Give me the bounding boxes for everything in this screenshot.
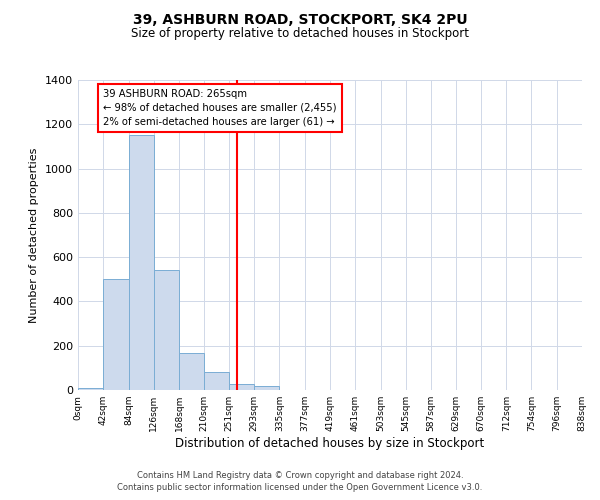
- Text: 39, ASHBURN ROAD, STOCKPORT, SK4 2PU: 39, ASHBURN ROAD, STOCKPORT, SK4 2PU: [133, 12, 467, 26]
- Bar: [154, 270, 179, 390]
- Text: 39 ASHBURN ROAD: 265sqm
← 98% of detached houses are smaller (2,455)
2% of semi-: 39 ASHBURN ROAD: 265sqm ← 98% of detache…: [103, 89, 337, 127]
- Bar: [78, 388, 103, 390]
- Y-axis label: Number of detached properties: Number of detached properties: [29, 148, 40, 322]
- Bar: [179, 354, 205, 390]
- Bar: [103, 280, 128, 390]
- Text: Size of property relative to detached houses in Stockport: Size of property relative to detached ho…: [131, 28, 469, 40]
- X-axis label: Distribution of detached houses by size in Stockport: Distribution of detached houses by size …: [175, 437, 485, 450]
- Text: Contains HM Land Registry data © Crown copyright and database right 2024.
Contai: Contains HM Land Registry data © Crown c…: [118, 471, 482, 492]
- Bar: [128, 136, 154, 390]
- Bar: [229, 384, 254, 390]
- Bar: [205, 372, 229, 390]
- Bar: [254, 386, 280, 390]
